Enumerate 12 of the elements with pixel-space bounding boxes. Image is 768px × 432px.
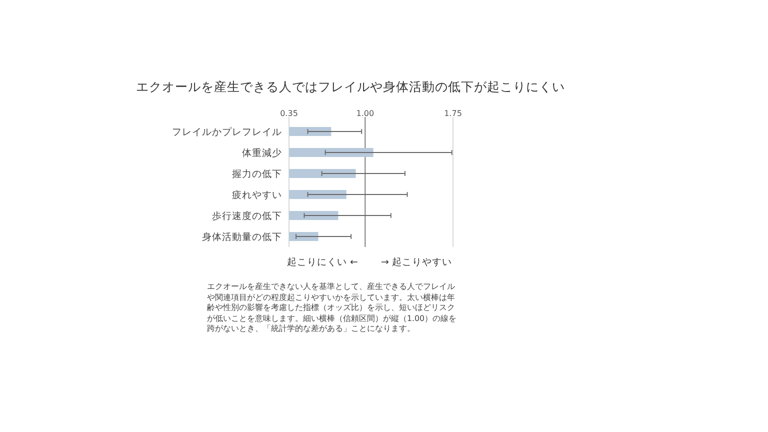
y-tick-label: 握力の低下 xyxy=(232,168,282,180)
y-tick-label: 疲れやすい xyxy=(232,189,282,201)
x-tick-label: 0.35 xyxy=(280,109,298,118)
chart-title: エクオールを産生できる人ではフレイルや身体活動の低下が起こりにくい xyxy=(136,79,565,94)
text: 起こりにくい ← xyxy=(287,256,358,268)
x-tick-label: 1.00 xyxy=(356,109,374,118)
y-tick-label: 体重減少 xyxy=(242,147,282,159)
text: → 起こりやすい xyxy=(381,256,452,268)
y-tick-label: 身体活動量の低下 xyxy=(202,231,282,243)
y-tick-label: 歩行速度の低下 xyxy=(212,210,282,222)
y-tick-label: フレイルかプレフレイル xyxy=(172,126,282,138)
x-tick-label: 1.75 xyxy=(444,109,462,118)
